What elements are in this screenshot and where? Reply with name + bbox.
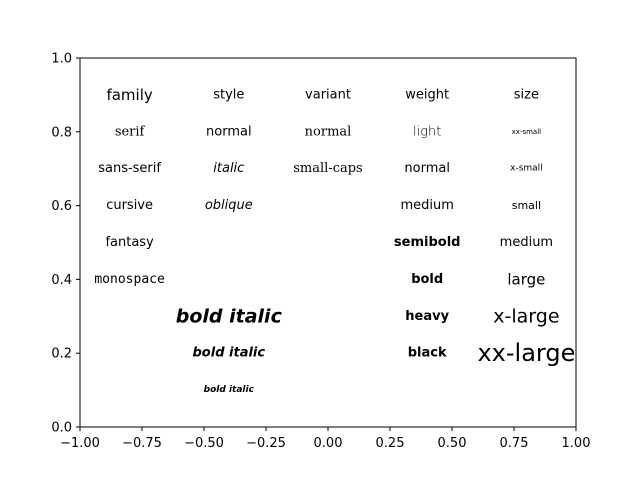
x-tick-label: 0.00 [314,436,343,451]
text-annotation: xx-large [477,339,575,367]
y-tick-label: 0.4 [51,273,72,288]
text-annotation: x-large [493,305,559,327]
text-annotation: fantasy [105,235,154,250]
text-annotation: bold italic [204,385,255,395]
text-annotation: weight [405,87,449,102]
text-annotation: normal [305,124,352,139]
text-annotation: normal [404,161,450,176]
text-layer: family serif sans-serif cursive fantasy monos… [94,86,575,395]
x-tick-label: 0.75 [500,436,529,451]
x-tick-label: −0.25 [246,436,286,451]
text-annotation: bold italic [176,305,283,327]
text-annotation: cursive [106,198,153,213]
text-annotation: sans-serif [98,161,161,176]
text-annotation: style [213,87,244,102]
text-annotation: heavy [405,309,449,324]
x-tick-label: 0.25 [376,436,405,451]
text-annotation: black [408,346,447,361]
y-tick-label: 0.2 [51,347,72,362]
text-annotation: monospace [94,272,165,287]
x-tick-label: −0.50 [184,436,224,451]
x-tick-label: −0.75 [122,436,162,451]
x-axis: −1.00 −0.75 −0.50 −0.25 0.00 0.25 0.50 0.75 1.00 [60,427,590,451]
y-axis: 0.0 0.2 0.4 0.6 0.8 1.0 [51,52,80,436]
text-annotation: large [507,270,545,288]
text-annotation: bold italic [193,346,266,361]
text-annotation: italic [213,161,244,176]
text-annotation: xx-small [512,128,542,136]
text-annotation: small [512,199,541,212]
x-tick-label: 1.00 [562,436,591,451]
text-annotation: size [514,87,539,102]
y-tick-label: 1.0 [51,52,72,67]
text-annotation: family [106,86,152,104]
y-tick-label: 0.6 [51,199,72,214]
text-annotation: normal [206,124,252,139]
text-annotation: oblique [205,198,253,213]
text-annotation: light [413,124,441,139]
y-tick-label: 0.8 [51,125,72,140]
x-tick-label: −1.00 [60,436,100,451]
x-tick-label: 0.50 [438,436,467,451]
text-annotation: semibold [394,235,461,250]
text-annotation: medium [500,235,553,250]
text-annotation: variant [305,87,351,102]
text-annotation: bold [411,272,443,287]
text-annotation: serif [115,124,146,139]
y-tick-label: 0.0 [51,421,72,436]
text-annotation: medium [400,198,453,213]
text-annotation: small-caps [293,161,362,176]
text-annotation: x-small [510,164,543,174]
